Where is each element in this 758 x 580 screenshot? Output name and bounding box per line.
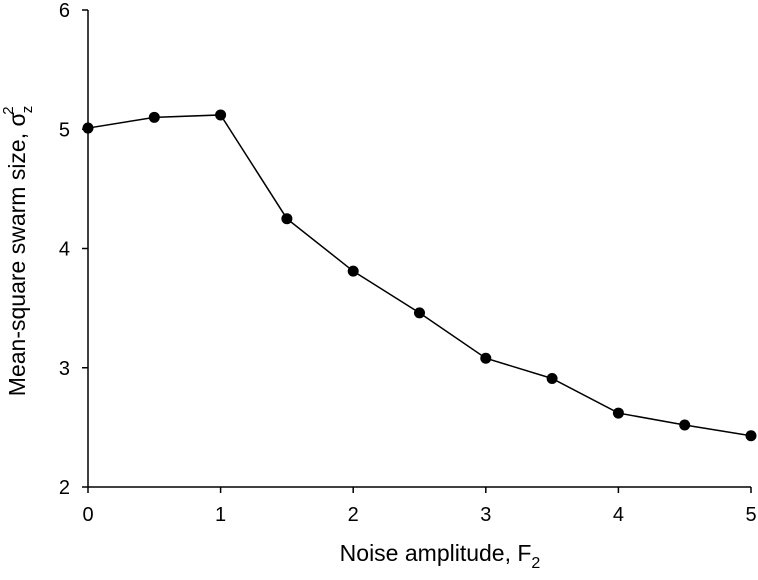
x-tick-label: 4 <box>613 504 624 526</box>
x-tick-label: 0 <box>82 504 93 526</box>
x-axis-title: Noise amplitude, F2 <box>340 540 541 572</box>
svg-text:Mean-square swarm size, σz2: Mean-square swarm size, σz2 <box>0 106 36 396</box>
y-ticks: 2 3 4 5 6 <box>59 0 88 499</box>
x-axis-title-main: Noise amplitude, F <box>340 540 532 566</box>
series-layer <box>82 109 757 442</box>
plot-area: 0 1 2 3 4 5 2 3 4 5 6 <box>59 0 757 526</box>
data-point <box>148 111 160 123</box>
y-tick-label: 2 <box>59 477 70 499</box>
x-axis-title-subscript: 2 <box>531 555 540 572</box>
data-point <box>612 407 624 419</box>
data-point <box>215 109 227 121</box>
y-tick-label: 3 <box>59 358 70 380</box>
y-axis-title-subscript: z <box>19 106 36 114</box>
x-tick-label: 2 <box>348 504 359 526</box>
y-tick-label: 6 <box>59 0 70 22</box>
data-point <box>679 419 691 431</box>
data-point <box>347 265 359 277</box>
data-point <box>546 372 558 384</box>
data-point <box>745 430 757 442</box>
data-point <box>480 352 492 364</box>
y-tick-label: 5 <box>59 119 70 141</box>
x-tick-label: 5 <box>745 504 756 526</box>
data-point <box>82 122 94 134</box>
series-line <box>87 114 752 437</box>
data-point <box>414 307 425 319</box>
x-ticks: 0 1 2 3 4 5 <box>82 487 757 526</box>
x-tick-label: 3 <box>480 504 491 526</box>
y-axis-title: Mean-square swarm size, σz2 <box>0 106 36 396</box>
x-tick-label: 1 <box>215 504 226 526</box>
y-axis-title-superscript: 2 <box>0 106 17 114</box>
y-axis-title-main: Mean-square swarm size, σ <box>4 112 30 396</box>
data-point <box>281 213 293 225</box>
y-tick-label: 4 <box>59 239 70 261</box>
